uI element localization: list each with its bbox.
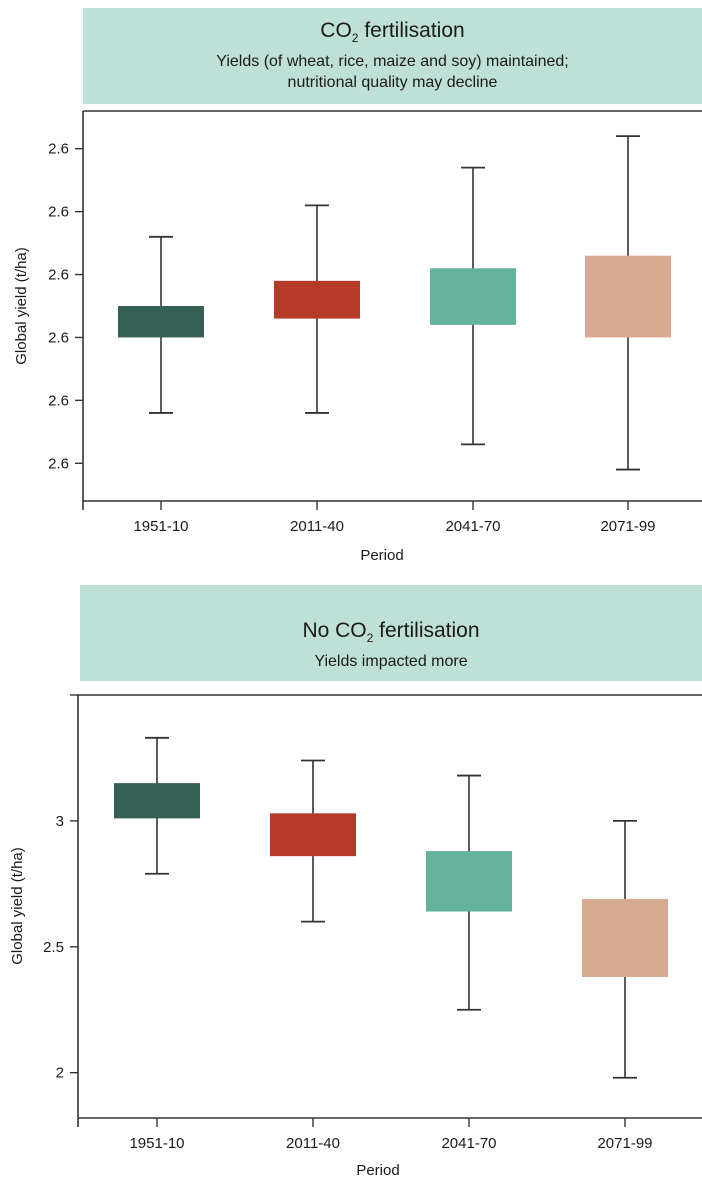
y-tick-label: 2.6: [48, 141, 69, 158]
box-1951-10: [118, 306, 204, 338]
y-axis-title: Global yield (t/ha): [9, 847, 26, 965]
box-2011-40: [270, 813, 356, 857]
panel-2-title: No CO2 fertilisation: [302, 619, 480, 646]
y-tick-label: 3: [56, 813, 64, 830]
x-tick-label: 2041-70: [445, 518, 500, 535]
x-axis-title: Period: [360, 547, 403, 564]
box-2041-70: [430, 268, 516, 325]
x-tick-label: 2011-40: [290, 518, 344, 535]
x-tick-label: 1951-10: [129, 1135, 184, 1152]
chart-1-box-plot: 2.6 2.6 2.6 2.6 2.6 2.6 1951-10 2011-40 2041-70 2…: [13, 110, 702, 564]
box-2011-40: [274, 280, 360, 319]
panel-2-title-banner: No CO2 fertilisation Yields impacted mor…: [80, 585, 702, 681]
y-tick-label: 2.6: [48, 392, 69, 409]
y-tick-label: 2.6: [48, 455, 69, 472]
box-1951-10: [114, 783, 200, 819]
x-tick-label: 2071-99: [597, 1135, 652, 1152]
x-tick-label: 1951-10: [133, 518, 188, 535]
panel-1-subtitle-line-1: Yields (of wheat, rice, maize and soy) m…: [216, 53, 569, 71]
y-tick-label: 2.6: [48, 329, 69, 346]
panel-1-subtitle-line-2: nutritional quality may decline: [287, 74, 498, 92]
y-tick-label: 2.6: [48, 204, 69, 221]
box-2041-70: [426, 851, 512, 912]
y-tick-label: 2: [56, 1065, 64, 1082]
x-tick-label: 2071-99: [600, 518, 655, 535]
panel-1-title: CO2 fertilisation: [320, 19, 465, 46]
x-tick-label: 2011-40: [286, 1135, 340, 1152]
y-tick-label: 2.5: [43, 939, 64, 956]
y-tick-label: 2.6: [48, 267, 69, 284]
panel-2-subtitle: Yields impacted more: [314, 653, 468, 671]
x-tick-label: 2041-70: [441, 1135, 496, 1152]
panel-1-title-banner: CO2 fertilisation Yields (of wheat, rice…: [83, 8, 702, 104]
x-axis-title: Period: [356, 1162, 399, 1179]
box-2071-99: [585, 255, 671, 338]
y-axis-title: Global yield (t/ha): [13, 247, 30, 365]
box-2071-99: [582, 898, 668, 977]
